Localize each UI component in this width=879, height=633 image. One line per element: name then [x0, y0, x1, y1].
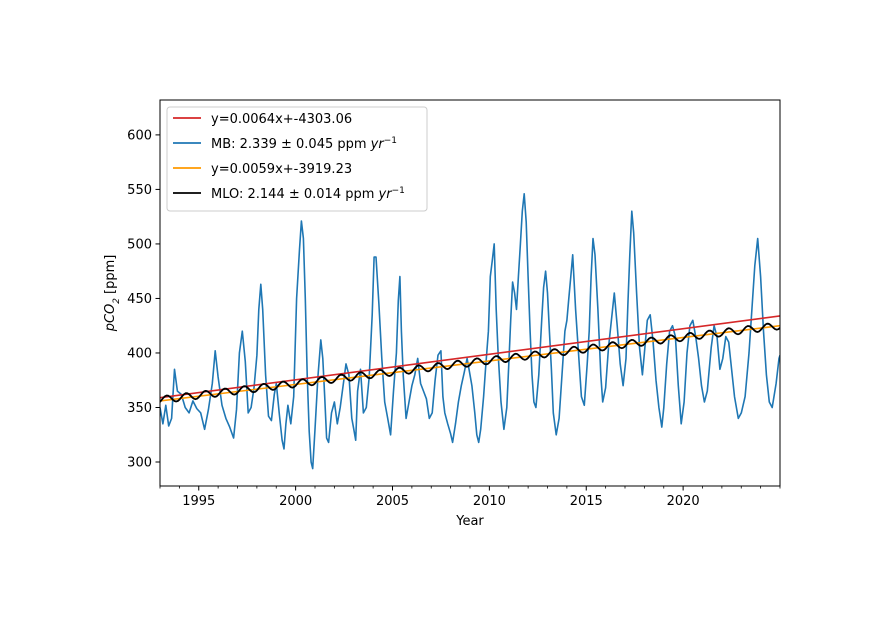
y-axis-title-subscript: 2	[112, 298, 122, 304]
axes-layer: 1995 2000 2005 2010 2015 2020 300 350 400 450 500 5…	[127, 99, 781, 509]
series-line-mlo	[160, 322, 780, 403]
x-tick-label: 2010	[473, 494, 506, 509]
legend-label-mlo-unit: yr	[378, 187, 394, 202]
legend-label-mb-fit: y=0.0064x+-4303.06	[211, 112, 352, 127]
x-tick-label: 2000	[279, 494, 312, 509]
y-tick-label: 400	[127, 346, 152, 361]
x-tick-label: 2005	[376, 494, 409, 509]
y-axis-title-units: [ppm]	[103, 255, 118, 294]
x-axis-title: Year	[455, 514, 484, 529]
legend-label-mlo: MLO: 2.144 ± 0.014 ppm yr−1	[211, 186, 405, 202]
legend-box	[166, 106, 428, 212]
y-tick-label: 350	[127, 401, 152, 416]
legend-label-mlo-sup: −1	[392, 186, 405, 196]
y-tick-label: 500	[127, 237, 152, 252]
series-layer	[160, 193, 780, 470]
x-tick-label: 2020	[667, 494, 700, 509]
y-tick-label: 550	[127, 183, 152, 198]
series-line-mb	[160, 193, 780, 470]
legend-label-mb-text: MB: 2.339 ± 0.045 ppm	[211, 137, 371, 152]
y-tick-label: 600	[127, 128, 152, 143]
legend: y=0.0064x+-4303.06 MB: 2.339 ± 0.045 ppm…	[166, 106, 428, 212]
legend-label-mb-unit: yr	[370, 137, 386, 152]
y-axis-title-base: pCO	[103, 304, 118, 333]
legend-label-mlo-text: MLO: 2.144 ± 0.014 ppm	[211, 187, 379, 202]
legend-label-mb-sup: −1	[384, 136, 397, 146]
x-tick-label: 1995	[182, 494, 215, 509]
y-tick-label: 450	[127, 292, 152, 307]
y-tick-label: 300	[127, 456, 152, 471]
y-axis-title: pCO2 [ppm]	[103, 255, 122, 333]
x-tick-label: 2015	[570, 494, 603, 509]
legend-label-mlo-fit: y=0.0059x+-3919.23	[211, 162, 352, 177]
legend-label-mb: MB: 2.339 ± 0.045 ppm yr−1	[211, 136, 397, 152]
